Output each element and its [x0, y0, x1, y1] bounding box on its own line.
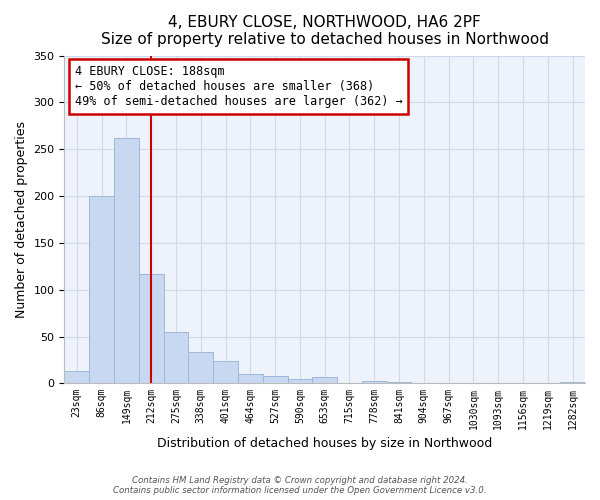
Text: Contains HM Land Registry data © Crown copyright and database right 2024.
Contai: Contains HM Land Registry data © Crown c…	[113, 476, 487, 495]
Text: 4 EBURY CLOSE: 188sqm
← 50% of detached houses are smaller (368)
49% of semi-det: 4 EBURY CLOSE: 188sqm ← 50% of detached …	[75, 66, 403, 108]
Bar	[213, 361, 238, 384]
Bar	[114, 138, 139, 384]
Bar	[263, 376, 287, 384]
Title: 4, EBURY CLOSE, NORTHWOOD, HA6 2PF
Size of property relative to detached houses : 4, EBURY CLOSE, NORTHWOOD, HA6 2PF Size …	[101, 15, 549, 48]
Bar	[238, 374, 263, 384]
Y-axis label: Number of detached properties: Number of detached properties	[15, 121, 28, 318]
X-axis label: Distribution of detached houses by size in Northwood: Distribution of detached houses by size …	[157, 437, 493, 450]
Bar	[560, 382, 585, 384]
Bar	[89, 196, 114, 384]
Bar	[139, 274, 164, 384]
Bar	[164, 332, 188, 384]
Bar	[313, 377, 337, 384]
Bar	[64, 371, 89, 384]
Bar	[362, 380, 386, 384]
Bar	[287, 378, 313, 384]
Bar	[386, 382, 412, 384]
Bar	[188, 352, 213, 384]
